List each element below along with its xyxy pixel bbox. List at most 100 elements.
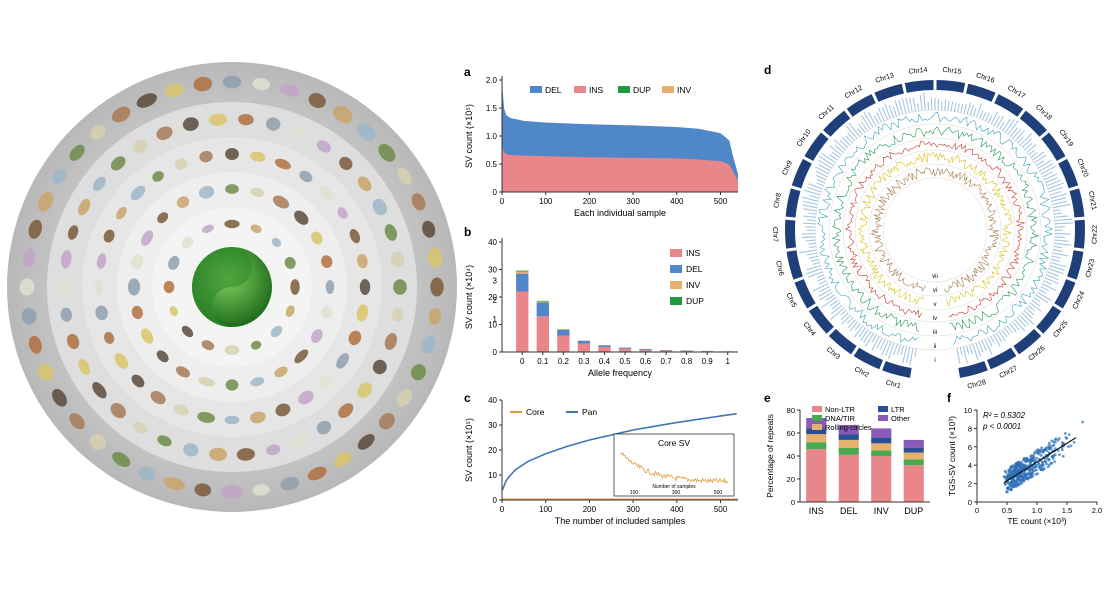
specimen-dot [311, 329, 323, 343]
heat-tick [996, 116, 1004, 128]
heat-tick [1039, 163, 1053, 172]
heat-tick [1019, 314, 1030, 325]
chromosome-band [791, 158, 812, 189]
heat-tick [819, 291, 833, 301]
scatter-point [1032, 459, 1036, 463]
specimen-dot [284, 256, 296, 269]
specimen-dot [78, 198, 91, 216]
bar-del [618, 347, 632, 349]
chromosome-band [936, 80, 966, 93]
scatter-point [1053, 460, 1056, 464]
legend-label: INV [677, 85, 692, 95]
specimen-dot [266, 444, 281, 456]
specimen-dot [92, 382, 107, 399]
scatter-point [1033, 469, 1037, 472]
heat-tick [805, 239, 816, 242]
specimen-dot [114, 353, 129, 369]
specimen-dot [133, 421, 147, 434]
specimen-dot [250, 377, 265, 387]
heat-tick [993, 115, 1000, 126]
y-axis-label: Percentage of repeats [765, 414, 775, 498]
x-tick-label: 0.9 [702, 357, 714, 366]
heat-tick [808, 246, 817, 249]
specimen-dot [274, 158, 291, 170]
chromosome-band [794, 279, 816, 309]
heat-tick [816, 182, 824, 187]
specimen-dot [275, 403, 291, 417]
specimen-dot [378, 143, 396, 162]
heat-tick [1054, 233, 1071, 235]
x-tick-label: 400 [670, 197, 684, 206]
heat-tick [1031, 299, 1041, 307]
specimen-dot [181, 325, 194, 338]
y-tick-label: 0 [493, 496, 498, 505]
scatter-point [1063, 432, 1067, 435]
heat-tick [867, 111, 877, 126]
bar-ins [577, 343, 591, 352]
heat-tick [808, 271, 823, 278]
specimen-dot [430, 277, 444, 297]
y-tick-label: 4 [968, 461, 972, 470]
scatter-point [1056, 438, 1060, 442]
heat-tick [1016, 317, 1027, 328]
specimen-dot [199, 150, 213, 163]
specimen-dot [428, 307, 442, 325]
heat-tick [1051, 197, 1067, 202]
specimen-dot [236, 448, 256, 461]
specimen-dot [427, 247, 443, 268]
specimen-dot [183, 443, 199, 457]
heat-tick [1009, 127, 1018, 137]
bar-ins [536, 316, 549, 352]
specimen-dot [110, 403, 126, 419]
heat-tick [847, 319, 856, 329]
chromosome-label: Chr18 [1034, 104, 1053, 122]
specimen-dot [320, 306, 333, 319]
heat-tick [1047, 271, 1060, 277]
heat-tick [876, 337, 883, 349]
heat-tick [1053, 249, 1063, 252]
break-tick-label: 1 [493, 315, 498, 324]
scatter-point [1040, 463, 1044, 466]
heat-tick [847, 132, 856, 142]
heat-tick [894, 99, 901, 116]
scatter-point [1053, 453, 1057, 456]
heat-tick [969, 104, 975, 116]
specimen-dot [174, 158, 188, 170]
legend-swatch [812, 406, 822, 412]
scatter-point [1051, 444, 1054, 448]
specimen-dot [201, 340, 215, 351]
track-line-5 [870, 167, 1000, 293]
scatter-point [1007, 485, 1010, 489]
specimen-dot [396, 388, 413, 407]
legend-label: Other [891, 414, 910, 423]
x-tick-label: 500 [714, 197, 728, 206]
scatter-point [1013, 471, 1016, 474]
heat-tick [853, 325, 864, 338]
heat-tick [818, 159, 833, 169]
track-baseline [868, 163, 1002, 297]
chromosome-band [853, 347, 883, 370]
heat-tick [1011, 321, 1020, 331]
heat-tick [829, 145, 842, 156]
specimen-dot [294, 210, 309, 225]
bar-ins [557, 335, 570, 352]
bar-segment [838, 434, 859, 440]
scatter-point [1021, 476, 1025, 480]
heat-tick [959, 347, 963, 356]
track-baseline [882, 177, 988, 283]
bar-inv [516, 271, 529, 274]
heat-tick [1014, 130, 1026, 142]
scatter-point [1045, 462, 1048, 466]
specimen-dot [176, 196, 190, 208]
heat-tick [831, 151, 840, 158]
x-tick-label: 2.0 [1092, 506, 1102, 515]
heat-tick [881, 340, 889, 356]
bar-ins [639, 349, 652, 352]
legend-label: DUP [633, 85, 651, 95]
heat-tick [984, 338, 993, 356]
heat-tick [940, 101, 943, 111]
legend-label: LTR [891, 405, 905, 414]
specimen-dot [252, 484, 270, 496]
scatter-point [1024, 477, 1028, 481]
scatter-point [1069, 444, 1073, 448]
